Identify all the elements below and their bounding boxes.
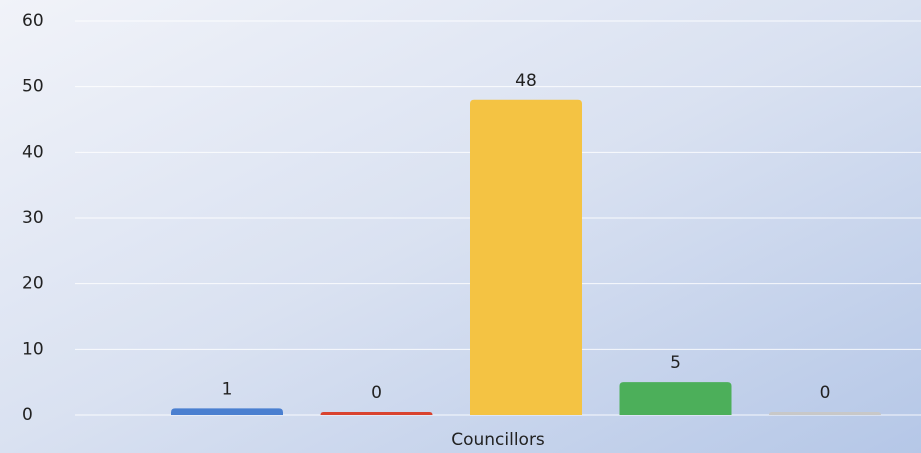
bar [470,99,582,416]
bar [320,412,433,415]
bar [769,412,881,415]
y-tick-label: 30 [22,208,44,228]
y-tick-label: 20 [22,274,44,294]
value-label: 0 [371,383,382,403]
x-tick-label: Councillors [451,430,545,450]
y-tick-label: 0 [22,405,33,425]
y-tick-label: 50 [22,77,44,97]
y-tick-label: 10 [22,339,44,359]
value-label: 1 [222,379,233,399]
value-label: 5 [670,353,681,373]
value-label: 48 [515,71,537,91]
bar [619,382,732,415]
y-tick-label: 60 [22,11,44,31]
value-label: 0 [820,383,831,403]
bar [171,408,283,415]
y-tick-label: 40 [22,142,44,162]
